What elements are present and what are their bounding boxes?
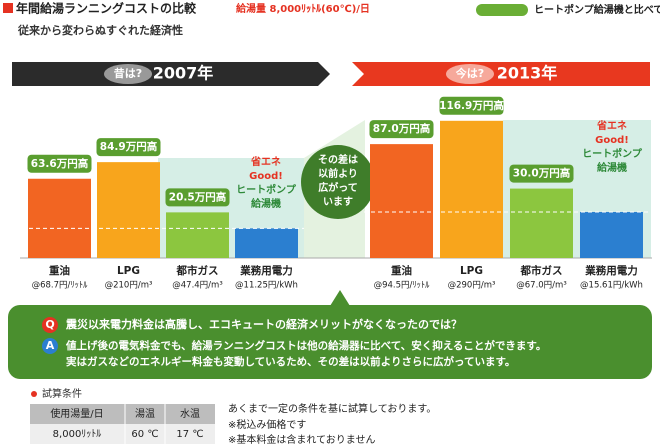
category-label: 重油: [49, 264, 70, 277]
legend-swatch: [476, 4, 528, 16]
callout-line: 省エネ: [250, 155, 281, 168]
unit-price: @68.7円/ﾘｯﾄﾙ: [32, 281, 89, 291]
banner-2007: [12, 62, 330, 86]
value-label: 84.9万円高: [100, 140, 158, 153]
note: あくまで一定の条件を基に試算しております。: [228, 402, 436, 415]
bar: [28, 178, 91, 258]
period-label: 今は?: [455, 66, 484, 80]
note: ※税込み価格です: [228, 418, 306, 431]
bullet: [31, 391, 37, 397]
note-line: 以前より: [318, 167, 358, 180]
unit-price: @11.25円/kWh: [235, 281, 298, 291]
bar: [580, 211, 643, 258]
question: 震災以来電力料金は高騰し、エコキュートの経済メリットがなくなったのでは？: [65, 317, 462, 331]
value-label: 87.0万円高: [373, 122, 431, 135]
unit-price: @94.5円/ﾘｯﾄﾙ: [374, 281, 431, 291]
bar: [370, 144, 433, 258]
value-label-box: [509, 164, 574, 183]
bar: [510, 188, 573, 258]
value-label-box: [165, 188, 230, 207]
q-badge-text: Q: [45, 318, 54, 331]
table-row: [30, 424, 215, 444]
value-label-box: [369, 120, 434, 139]
callout-line: Good!: [595, 135, 629, 146]
table-header: [30, 404, 215, 424]
bar: [440, 120, 503, 258]
unit-price: @15.61円/kWh: [580, 281, 643, 291]
title-marker: [3, 3, 13, 13]
unit-price: @210円/m³: [105, 281, 153, 291]
subtitle: 従来から変わらぬすぐれた経済性: [17, 23, 183, 37]
note-line: その差は: [318, 153, 358, 166]
table-head-cell: 使用湯量/日: [50, 407, 103, 420]
table-cell: 60 ℃: [131, 429, 158, 440]
bar: [97, 162, 160, 258]
table-cell: 17 ℃: [176, 429, 203, 440]
unit-price: @290円/m³: [448, 281, 496, 291]
condition: 給湯量 8,000ﾘｯﾄﾙ(60℃)/日: [236, 2, 370, 15]
category-label: LPG: [460, 265, 483, 277]
value-label-box: [96, 138, 161, 157]
bar: [166, 212, 229, 258]
note-line: 広がって: [318, 181, 358, 194]
qa-pointer: [330, 290, 350, 306]
category-label: 業務用電力: [239, 264, 293, 277]
callout-line: ヒートポンプ: [582, 147, 643, 160]
note: ※基本料金は含まれておりません: [228, 433, 375, 446]
a-badge-text: A: [46, 339, 55, 352]
value-label: 63.6万円高: [31, 157, 89, 170]
banner-badge: [446, 64, 494, 84]
answer: 値上げ後の電気料金でも、給湯ランニングコストは他の給湯器に比べて、安く抑えること…: [65, 339, 546, 352]
title: 年間給湯ランニングコストの比較: [16, 1, 197, 16]
callout-line: 給湯機: [597, 161, 627, 174]
note-line: います: [323, 196, 353, 208]
value-label-box: [439, 96, 504, 115]
bar: [235, 228, 298, 258]
callout-line: ヒートポンプ: [236, 183, 297, 196]
category-label: 重油: [391, 264, 412, 277]
a-badge: [42, 338, 58, 354]
value-label: 20.5万円高: [169, 190, 227, 203]
callout-line: Good!: [249, 171, 283, 182]
banner-year: 2013年: [497, 64, 558, 83]
legend-label: ヒートポンプ給湯機と比べて: [534, 3, 660, 16]
table-head-cell: 水温: [180, 408, 200, 420]
conditions-title: 試算条件: [42, 387, 82, 400]
category-label: LPG: [117, 265, 140, 277]
table-cell: 8,000ﾘｯﾄﾙ: [53, 429, 102, 440]
category-label: 業務用電力: [584, 264, 638, 277]
banner-badge: [104, 64, 152, 84]
period-label: 昔は?: [114, 66, 142, 80]
value-label: 116.9万円高: [439, 99, 504, 112]
value-label: 30.0万円高: [513, 167, 571, 180]
note-bubble: [301, 145, 375, 219]
answer: 実はガスなどのエネルギー料金も変動しているため、その差は以前よりさらに広がってい…: [66, 355, 515, 368]
qa-box: [8, 305, 652, 379]
banner-year: 2007年: [153, 64, 214, 83]
q-badge: [42, 317, 58, 333]
table-head-cell: 湯温: [135, 407, 155, 420]
category-label: 都市ガス: [176, 264, 219, 277]
unit-price: @47.4円/m³: [172, 281, 222, 291]
unit-price: @67.0円/m³: [516, 281, 566, 291]
callout-line: 省エネ: [596, 119, 627, 132]
category-label: 都市ガス: [520, 264, 563, 277]
callout-line: 給湯機: [251, 197, 281, 210]
value-label-box: [27, 154, 92, 173]
banner-2013: [352, 62, 650, 86]
